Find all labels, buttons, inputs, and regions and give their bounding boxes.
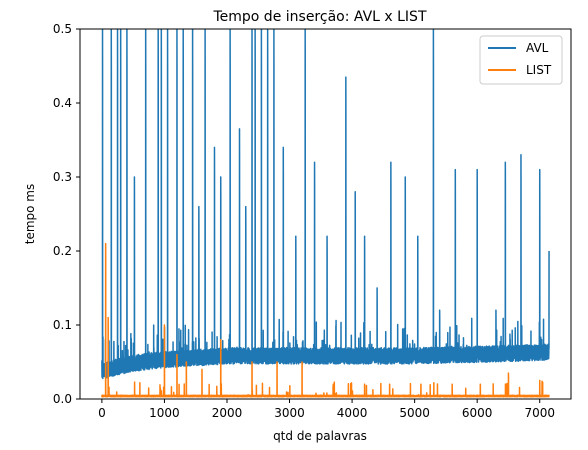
y-axis-label: tempo ms (23, 184, 37, 245)
y-tick-label: 0.5 (53, 22, 72, 36)
x-tick-label: 5000 (399, 406, 430, 420)
y-tick-label: 0.4 (53, 96, 72, 110)
y-tick-label: 0.3 (53, 170, 72, 184)
series-line-list (101, 242, 550, 398)
x-tick-label: 1000 (149, 406, 180, 420)
x-axis-label: qtd de palavras (273, 429, 367, 443)
chart-text: Tempo de inserção: AVL x LIST qtd de pal… (23, 9, 427, 443)
legend: AVL LIST (479, 35, 563, 85)
plot-area (101, 29, 550, 398)
x-tick-label: 0 (98, 406, 106, 420)
y-tick-label: 0.2 (53, 244, 72, 258)
axes: 0 1000 2000 3000 4000 5000 6000 7000 0.0 0.1 0.2 0.… (53, 22, 572, 420)
axes-frame (79, 28, 572, 400)
legend-label-avl: AVL (526, 41, 549, 55)
x-tick-label: 6000 (462, 406, 493, 420)
x-tick-label: 7000 (524, 406, 555, 420)
x-tick-label: 3000 (274, 406, 305, 420)
chart-title: Tempo de inserção: AVL x LIST (212, 9, 426, 25)
x-tick-label: 4000 (337, 406, 368, 420)
legend-label-list: LIST (526, 63, 552, 77)
x-tick-label: 2000 (212, 406, 243, 420)
y-tick-label: 0.1 (53, 318, 72, 332)
y-tick-label: 0.0 (53, 392, 72, 406)
